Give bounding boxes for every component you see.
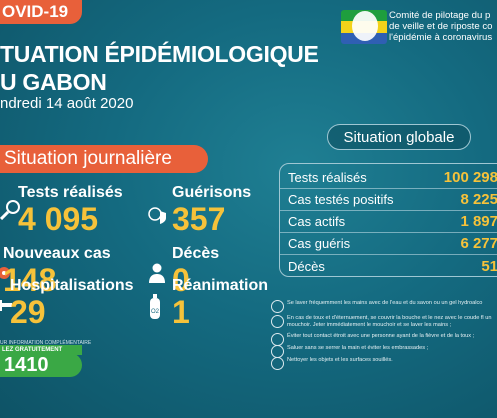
committee-seal-icon: [352, 11, 378, 41]
handwash-icon: [271, 300, 284, 313]
daily-situation-banner: Situation journalière: [0, 145, 208, 173]
stat-label-recoveries: Guérisons: [172, 184, 252, 201]
table-row: Cas guéris 6 277: [280, 233, 497, 255]
committee-text: Comité de pilotage du p de veille et de …: [389, 10, 493, 43]
stat-label-tests: Tests réalisés: [18, 184, 123, 201]
table-row: Cas actifs 1 897: [280, 211, 497, 233]
page-title: TUATION ÉPIDÉMIOLOGIQUE: [0, 41, 319, 67]
bed-icon: [0, 300, 12, 311]
svg-text:O2: O2: [151, 309, 160, 315]
person-icon: [149, 263, 165, 283]
global-situation-title: Situation globale: [327, 124, 471, 150]
stat-value-tests: 4 095: [18, 201, 99, 237]
stat-value-hospitalisations: 29: [10, 294, 46, 330]
hotline-number: 1410: [0, 353, 82, 377]
table-row: Décès 51: [288, 257, 497, 275]
list-item: En cas de toux et d'éternuement, se couv…: [271, 314, 497, 329]
virus-shield-icon: [148, 207, 166, 224]
stat-label-new-cases: Nouveaux cas: [3, 245, 111, 262]
stat-value-deaths: 0: [172, 262, 190, 298]
cough-icon: [271, 314, 284, 328]
hotline-info: UR INFORMATION COMPLÉMENTAIRE: [0, 340, 92, 346]
table-row: Tests réalisés 100 298: [280, 167, 497, 189]
magnifier-icon: [0, 200, 20, 220]
list-item: Éviter tout contact étroit avec une pers…: [271, 333, 497, 347]
prevention-tips: Se laver fréquemment les mains avec de l…: [271, 300, 497, 370]
stat-label-icu: Réanimation: [172, 277, 269, 294]
global-situation-table: Tests réalisés 100 298 Cas testés positi…: [279, 163, 497, 277]
stat-value-new-cases: 148: [3, 262, 57, 298]
oxygen-tank-icon: O2: [150, 294, 160, 319]
hotline-free-label: LEZ GRATUITEMENT: [0, 345, 82, 355]
list-item: Se laver fréquemment les mains avec de l…: [271, 300, 497, 313]
stat-value-recoveries: 357: [172, 201, 226, 237]
page-title-line2: U GABON: [0, 69, 107, 95]
stat-value-icu: 1: [172, 294, 190, 330]
covid-tag: OVID-19: [0, 0, 82, 24]
list-item: Saluer sans se serrer la main et éviter …: [271, 345, 497, 359]
stat-label-hospitalisations: Hospitalisations: [10, 277, 134, 294]
list-item: Nettoyer les objets et les surfaces soui…: [271, 356, 497, 370]
table-row: Cas testés positifs 8 225: [280, 189, 497, 211]
cleaning-icon: [271, 356, 284, 370]
stat-label-deaths: Décès: [172, 245, 220, 262]
report-date: ndredi 14 août 2020: [0, 95, 134, 112]
virus-icon: [0, 267, 10, 279]
